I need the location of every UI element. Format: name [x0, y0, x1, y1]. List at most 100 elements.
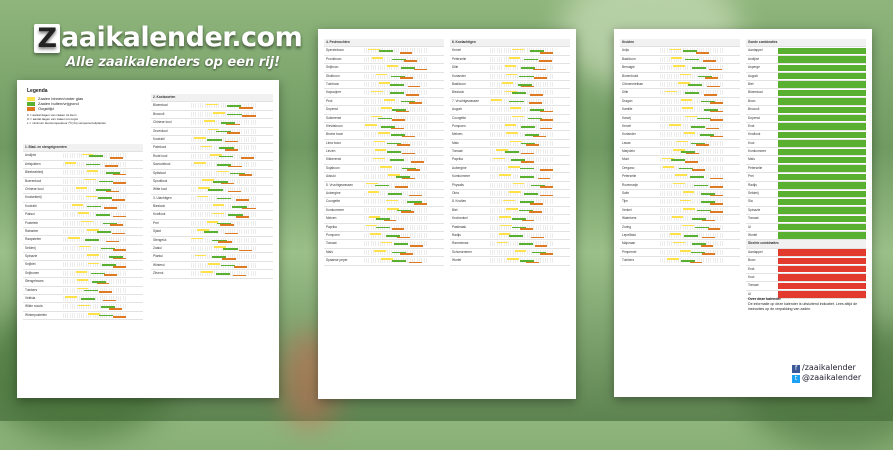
- crop-name: Karwij: [622, 115, 631, 120]
- table-row: Tijm: [620, 198, 740, 207]
- season-bar: [669, 124, 681, 126]
- crop-name: Kamille: [622, 107, 633, 112]
- season-bar: [700, 201, 715, 204]
- crop-name: Marjolein: [622, 149, 635, 154]
- section-header: 4. Peulvruchten: [324, 39, 444, 48]
- season-bar: [391, 109, 406, 111]
- table-row: Augurk: [746, 73, 866, 81]
- table-row: Broccoli: [151, 111, 273, 120]
- season-bar: [511, 226, 526, 229]
- season-bar: [220, 264, 236, 267]
- season-bar: [387, 193, 402, 195]
- season-bar: [71, 203, 84, 206]
- season-bar: [200, 145, 213, 148]
- season-bar: [191, 237, 204, 240]
- season-bar: [675, 174, 687, 177]
- season-bar: [696, 51, 709, 54]
- season-bar: [206, 103, 219, 106]
- crop-name: Chinese kool: [25, 186, 44, 191]
- crop-name: Spaanse peper: [326, 258, 348, 263]
- crop-name: Waterkers: [622, 216, 637, 221]
- table-row: Bloemkool: [151, 102, 273, 111]
- month-grid: [191, 204, 257, 210]
- season-bar: [493, 157, 505, 160]
- month-grid: [364, 48, 428, 54]
- season-bar: [218, 155, 234, 158]
- table-row: 8. Knollen: [450, 198, 570, 207]
- season-bar: [112, 316, 126, 318]
- season-bar: [406, 93, 419, 96]
- season-bar: [193, 162, 206, 164]
- season-bar: [98, 180, 113, 183]
- season-bar: [238, 174, 253, 176]
- combo-cell: [778, 56, 866, 63]
- season-bar: [521, 219, 535, 222]
- season-bar: [500, 224, 512, 227]
- twitter-handle[interactable]: @zaaikalender: [802, 373, 862, 382]
- season-bar: [207, 263, 220, 265]
- crop-name: Peul: [326, 98, 333, 103]
- season-bar: [81, 220, 93, 223]
- season-bar: [194, 254, 207, 257]
- season-bar: [97, 197, 112, 199]
- season-bar: [700, 100, 715, 103]
- crop-name: Veldsla: [25, 296, 36, 301]
- season-bar: [64, 161, 77, 164]
- season-bar: [518, 209, 533, 212]
- table-row: Boerenkool: [23, 178, 143, 186]
- season-bar: [401, 211, 415, 213]
- month-grid: [364, 199, 428, 205]
- season-bar: [389, 83, 404, 86]
- season-bar: [220, 224, 234, 227]
- table-row: 5. Vruchtgewassen: [324, 182, 444, 191]
- season-bar: [539, 186, 553, 188]
- crop-name: Courgette: [452, 115, 466, 120]
- facebook-handle[interactable]: /zaaikalender: [802, 363, 856, 372]
- season-bar: [680, 98, 693, 101]
- table-row: Doperwt: [324, 106, 444, 115]
- table-row: Mais: [450, 140, 570, 149]
- season-bar: [212, 204, 225, 206]
- table-row: Augurk: [450, 106, 570, 115]
- season-bar: [399, 77, 413, 79]
- season-bar: [707, 228, 721, 230]
- season-bar: [198, 187, 211, 190]
- season-bar: [108, 308, 122, 310]
- season-bar: [374, 249, 386, 252]
- season-bar: [228, 214, 243, 217]
- crop-name: Meloen: [326, 216, 337, 221]
- sheet3-column-2: Goede combinaties Aardappel Andijvie Asperg…: [746, 39, 866, 300]
- crop-name: Venkel: [622, 207, 632, 212]
- month-grid: [63, 254, 127, 260]
- season-bar: [112, 266, 126, 268]
- table-row: Wortel: [450, 257, 570, 266]
- season-bar: [396, 144, 410, 146]
- crop-name: Palmkool: [153, 145, 167, 150]
- month-grid: [63, 312, 127, 318]
- crop-name: Maïs: [326, 249, 333, 254]
- season-bar: [76, 279, 89, 282]
- table-row: Paprika: [324, 224, 444, 232]
- season-bar: [197, 229, 209, 232]
- season-bar: [682, 191, 695, 193]
- table-row: Erwt: [746, 123, 866, 132]
- social-links: f/zaaikalender t @zaaikalender: [792, 363, 861, 383]
- table-row: Chinese kool: [151, 119, 273, 128]
- crop-name: Rozemarijn: [622, 182, 639, 187]
- season-bar: [380, 166, 392, 168]
- table-row: Kool: [746, 274, 866, 283]
- season-bar: [112, 232, 126, 235]
- season-bar: [112, 173, 126, 176]
- crop-name: Asperge: [748, 65, 760, 70]
- season-bar: [378, 82, 391, 84]
- table-row: Citroenmelisse: [620, 81, 740, 90]
- crop-name: Knolselderij: [25, 195, 42, 200]
- table-row: Veldsla: [23, 295, 143, 304]
- season-bar: [524, 193, 539, 195]
- season-bar: [702, 253, 715, 255]
- table-row: Bieslook: [450, 89, 570, 98]
- table-row: Physalis: [450, 182, 570, 191]
- legend-note-l: L = minimum kiemtemperatuur (ºC) bij ver…: [27, 121, 107, 125]
- table-row: Paprika: [450, 156, 570, 165]
- season-bar: [683, 50, 698, 52]
